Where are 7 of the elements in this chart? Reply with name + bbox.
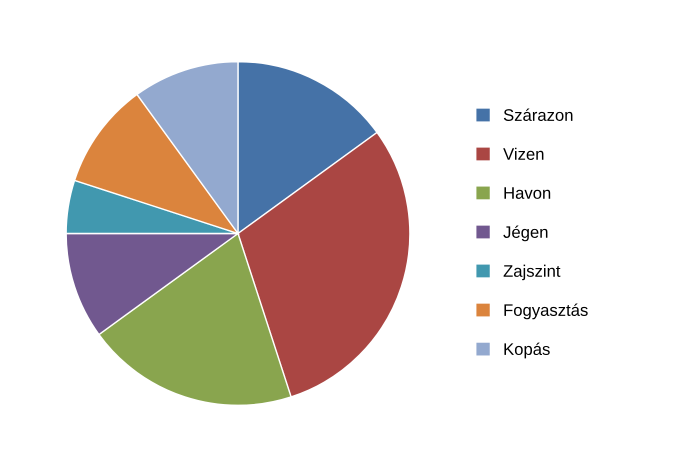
legend-label: Jégen xyxy=(503,226,548,242)
legend-label: Kopás xyxy=(504,342,550,358)
legend-label: Vizen xyxy=(503,148,544,160)
legend-label: Zajszint xyxy=(504,264,560,280)
legend-label: Fogyasztás xyxy=(504,304,588,320)
legend-label: Havon xyxy=(504,187,550,199)
legend-label: Szárazon xyxy=(504,108,572,121)
